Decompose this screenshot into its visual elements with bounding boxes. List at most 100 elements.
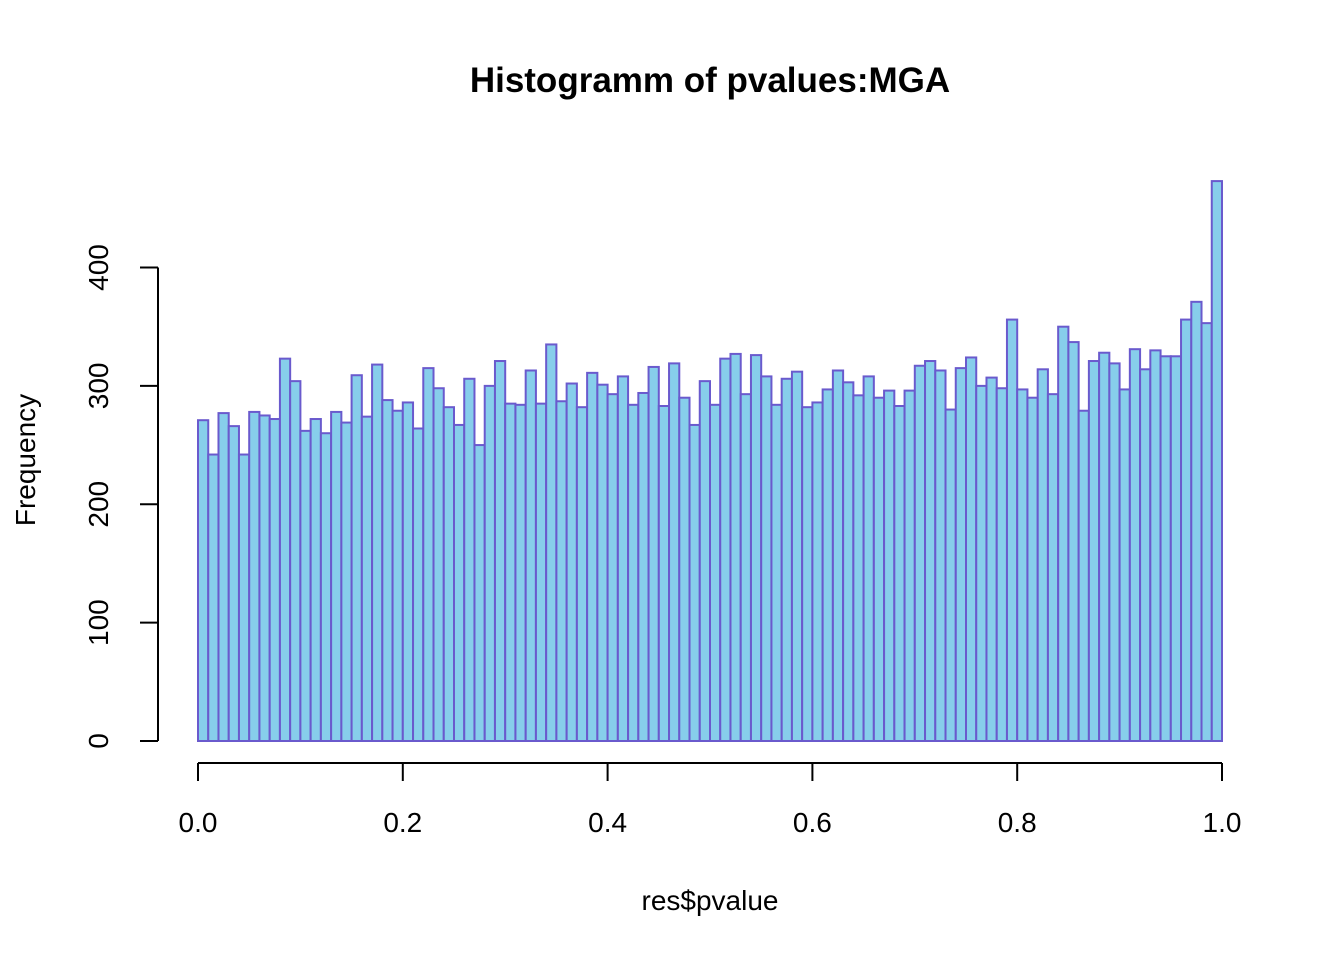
histogram-bar — [668, 362, 681, 742]
histogram-bar — [463, 377, 476, 742]
histogram-bar — [965, 356, 978, 742]
histogram-bar — [913, 364, 927, 742]
histogram-bar — [903, 389, 916, 742]
histogram-bar — [627, 403, 640, 742]
histogram-bar — [893, 405, 906, 742]
x-tick-label: 0.6 — [793, 807, 832, 838]
histogram-bar — [821, 388, 834, 742]
histogram-bar — [524, 369, 537, 742]
histogram-bar — [1005, 318, 1019, 742]
histogram-bar — [688, 423, 701, 742]
histogram-bar — [719, 357, 732, 742]
histogram-bar — [1077, 409, 1090, 742]
histogram-bar — [862, 375, 875, 742]
histogram-bar — [842, 381, 855, 742]
histogram-bar — [770, 403, 783, 742]
histogram-bar — [319, 432, 333, 742]
histogram-bar — [1200, 322, 1213, 742]
histogram-bar — [975, 384, 988, 743]
histogram-bar — [1057, 325, 1070, 742]
histogram-bar — [872, 396, 886, 742]
histogram-bar — [309, 418, 322, 742]
histogram-bar — [1118, 388, 1131, 742]
histogram-bar — [299, 429, 312, 742]
histogram-bar — [473, 444, 486, 742]
y-tick-label: 400 — [83, 244, 114, 291]
histogram-bar — [371, 363, 384, 742]
histogram-bar — [924, 360, 937, 742]
histogram-bar — [1046, 393, 1060, 742]
histogram-bar — [739, 393, 752, 742]
histogram-bar — [340, 421, 353, 742]
histogram-bar — [1210, 180, 1224, 742]
histogram-bar — [883, 389, 896, 742]
histogram-bar — [606, 393, 619, 742]
histogram-bar — [565, 382, 578, 742]
histogram-bar — [258, 414, 271, 742]
histogram-bar — [514, 403, 527, 742]
x-axis: 0.0 0.2 0.4 0.6 0.8 1.0 — [179, 762, 1242, 838]
histogram-bar — [637, 391, 650, 742]
y-axis-label: Frequency — [10, 394, 41, 526]
histogram-bar — [575, 406, 589, 742]
histogram-bar — [995, 387, 1008, 742]
chart-title: Histogramm of pvalues:MGA — [470, 61, 950, 100]
histogram-bar — [729, 352, 742, 742]
histogram-bar — [1087, 360, 1101, 742]
histogram-bar — [647, 365, 660, 742]
histogram-bar — [954, 367, 968, 742]
histogram-bar — [350, 374, 363, 742]
histogram-bar — [268, 418, 281, 742]
histogram-bar — [289, 380, 302, 742]
histogram-bar — [248, 410, 261, 742]
histogram-bar — [831, 369, 845, 742]
histogram-bar — [1149, 349, 1162, 742]
histogram-bar — [780, 377, 793, 742]
histogram-bar — [790, 370, 804, 742]
histogram-bar — [197, 419, 210, 742]
histogram-bar — [1108, 362, 1121, 742]
histogram-bar — [330, 410, 343, 742]
histogram-bar — [453, 423, 466, 742]
histogram-bar — [401, 401, 415, 742]
histogram-bar — [811, 401, 824, 742]
histogram-bar — [207, 453, 220, 742]
histogram-bar — [1036, 368, 1049, 742]
histogram-bar — [381, 399, 394, 742]
histogram-bar — [760, 375, 773, 742]
y-tick-label: 200 — [83, 481, 114, 528]
x-tick-label: 0.2 — [383, 807, 422, 838]
histogram-bar — [1098, 351, 1111, 742]
histogram-bar — [278, 357, 292, 742]
histogram-bar — [534, 402, 548, 742]
histogram-bar — [422, 367, 435, 742]
x-tick-label: 0.4 — [588, 807, 627, 838]
x-tick-label: 1.0 — [1203, 807, 1242, 838]
histogram-bar — [985, 376, 998, 742]
histogram-bar — [391, 409, 404, 742]
histogram-bar — [586, 371, 599, 742]
histogram-bar — [616, 375, 630, 742]
histogram-bar — [1016, 388, 1029, 742]
histogram-bar — [483, 384, 496, 743]
histogram-bar — [657, 405, 671, 742]
histogram-bars — [197, 180, 1224, 743]
histogram-bar — [412, 427, 425, 742]
histogram-bar — [1159, 355, 1172, 742]
histogram-bar — [1026, 396, 1039, 742]
histogram-bar — [596, 383, 609, 742]
histogram-bar — [1139, 368, 1152, 742]
histogram-bar — [217, 412, 230, 742]
histogram-bar — [934, 369, 947, 742]
x-tick-label: 0.8 — [998, 807, 1037, 838]
histogram-bar — [1169, 355, 1183, 742]
y-tick-label: 100 — [83, 599, 114, 646]
histogram-bar — [1067, 341, 1080, 742]
histogram-bar — [1190, 300, 1203, 742]
histogram-bar — [1128, 348, 1142, 742]
histogram-bar — [432, 387, 445, 742]
histogram-bar — [442, 406, 456, 742]
histogram-bar — [698, 380, 712, 742]
histogram-bar — [504, 402, 517, 742]
